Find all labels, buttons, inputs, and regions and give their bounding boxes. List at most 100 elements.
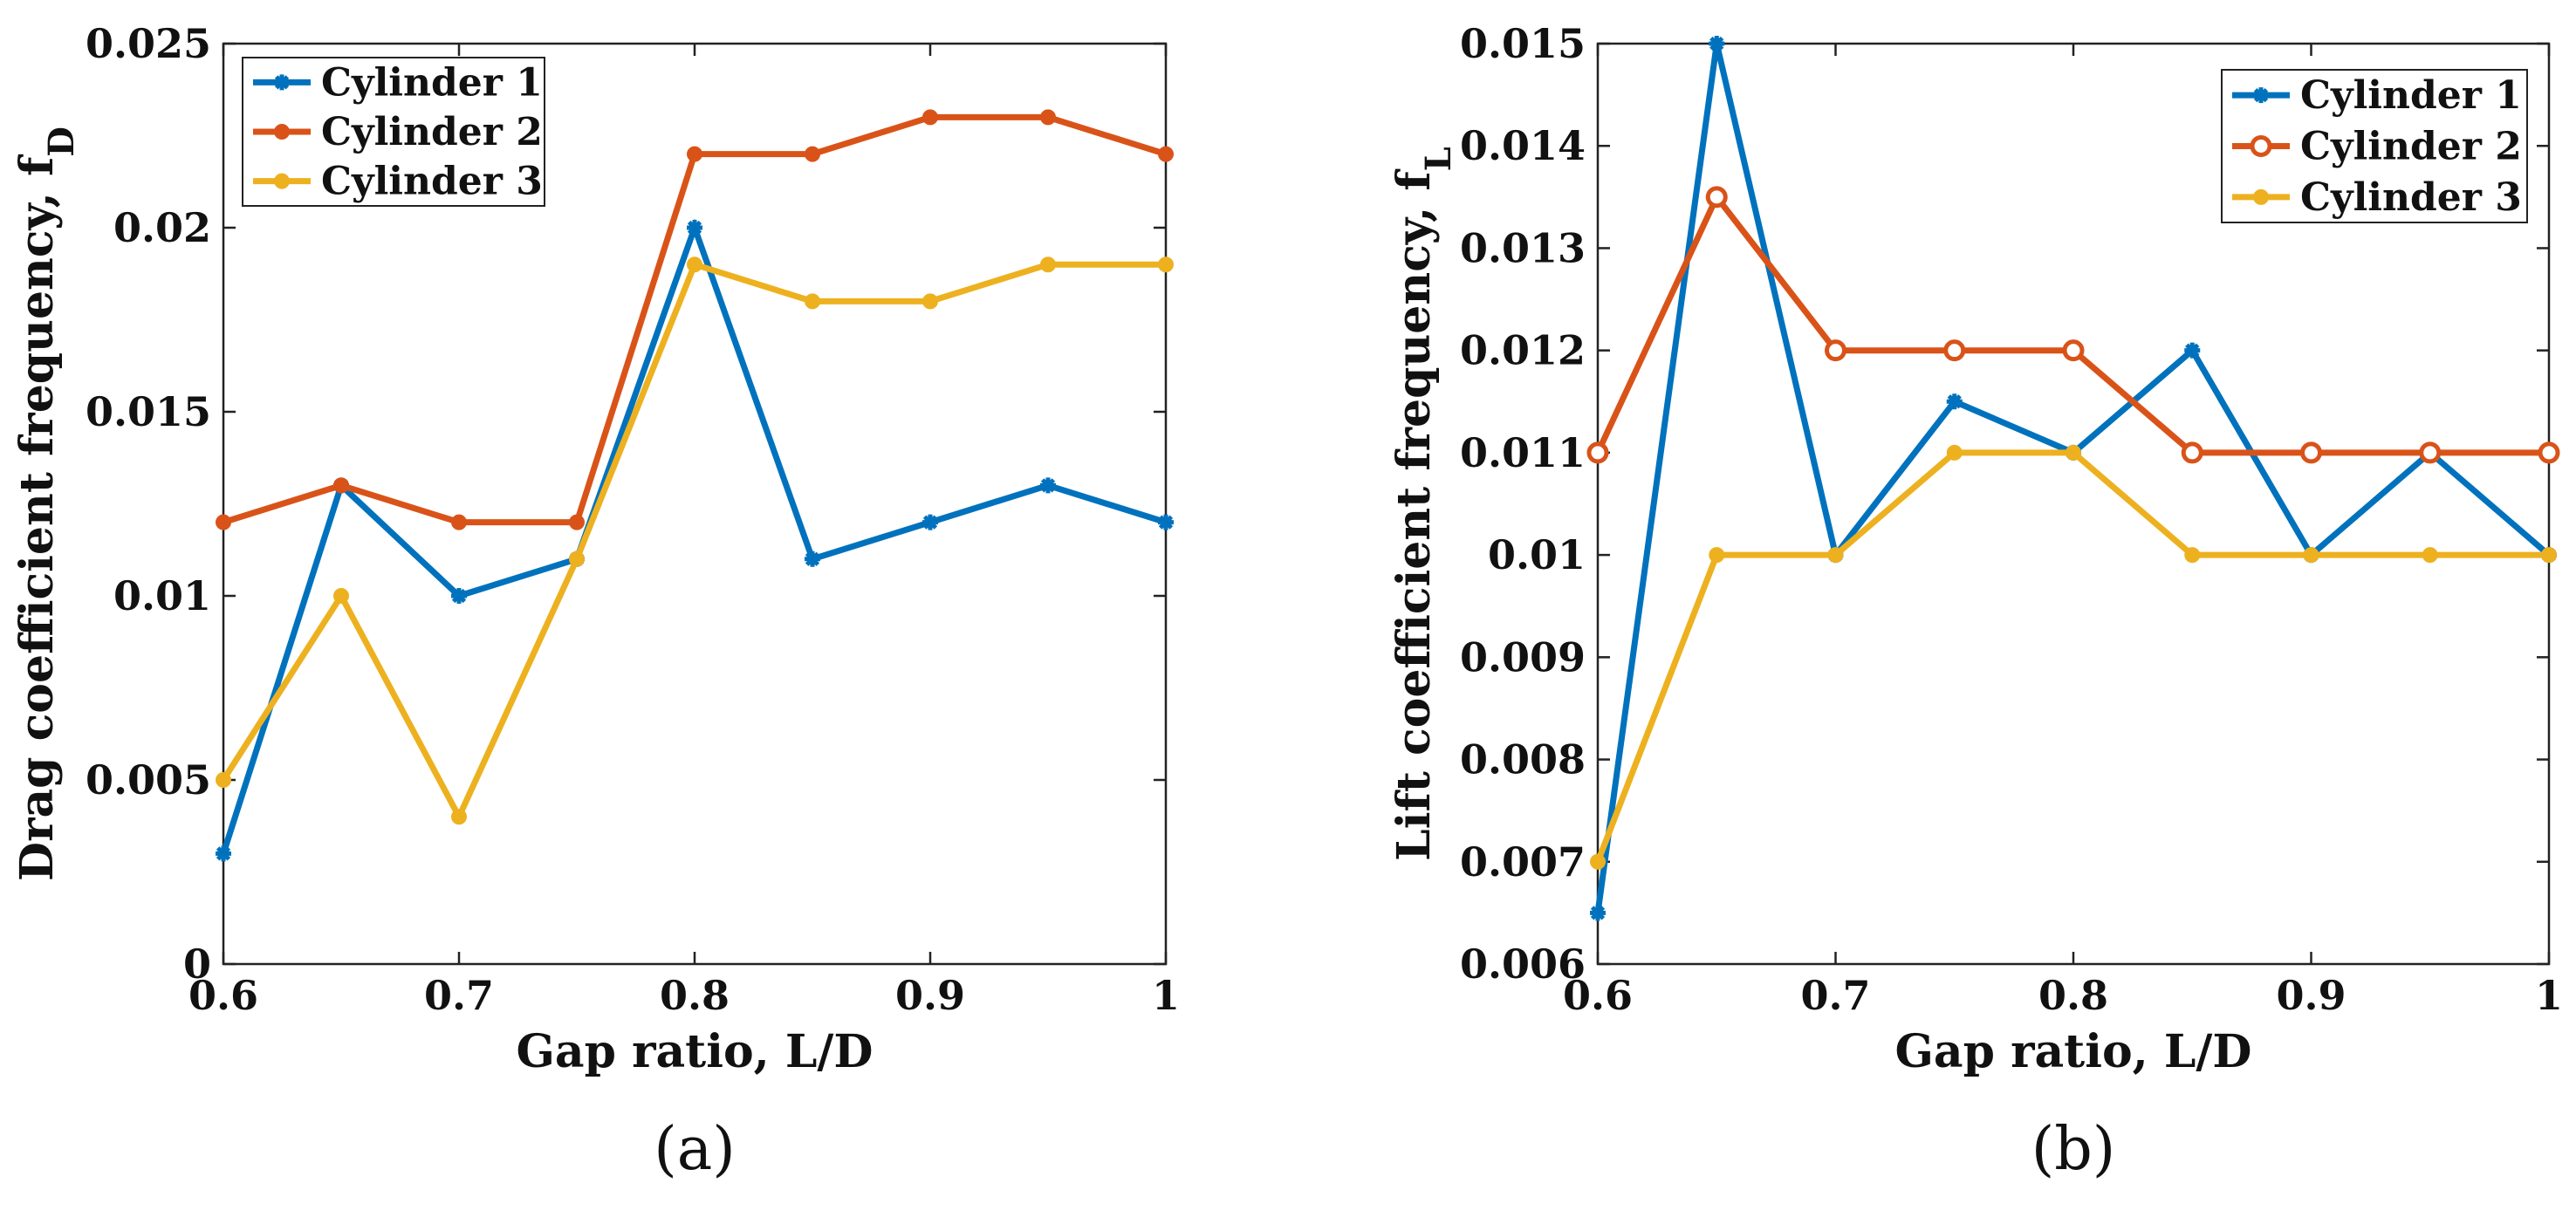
data-point-cylinder-2	[922, 109, 938, 126]
legend: Cylinder 1 Cylinder 2 Cylinder 3	[242, 57, 545, 207]
x-tick-label: 0.8	[660, 972, 730, 1019]
data-point-cylinder-3	[569, 551, 585, 567]
legend-label-cylinder-2: Cylinder 2	[2300, 125, 2522, 169]
y-tick-label: 0.01	[113, 572, 211, 619]
legend-marker-cylinder-1	[2253, 87, 2269, 104]
data-point-cylinder-2	[2300, 441, 2322, 464]
y-tick-label: 0.012	[1460, 327, 1586, 374]
x-tick-label: 1	[2535, 972, 2563, 1019]
legend: Cylinder 1 Cylinder 2 Cylinder 3	[2221, 69, 2528, 223]
x-axis-label: Gap ratio, L/D	[1895, 1025, 2252, 1078]
data-point-cylinder-3	[1590, 853, 1606, 870]
y-tick-label: 0.013	[1460, 224, 1586, 271]
data-point-cylinder-1	[1040, 477, 1056, 494]
legend-label-cylinder-2: Cylinder 2	[321, 110, 543, 154]
data-point-cylinder-2	[1943, 339, 1966, 362]
data-point-cylinder-1	[1590, 905, 1606, 921]
legend-marker-cylinder-2	[274, 124, 290, 140]
data-point-cylinder-3	[2541, 547, 2557, 564]
x-tick-label: 0.9	[2276, 972, 2346, 1019]
panel-a: 0.6 0.7 0.8 0.9 1 0 0.005 0.01 0.015 0.02 0.025 Gap…	[10, 20, 1180, 1184]
panel-label: (a)	[654, 1115, 736, 1184]
data-point-cylinder-2	[2062, 339, 2085, 362]
data-point-cylinder-2	[1825, 339, 1846, 362]
y-tick-label: 0.006	[1460, 940, 1586, 988]
data-point-cylinder-3	[1946, 444, 1963, 461]
data-point-cylinder-3	[2303, 547, 2319, 564]
data-point-cylinder-3	[216, 772, 231, 788]
y-tick-label: 0	[183, 940, 211, 988]
data-point-cylinder-3	[333, 588, 349, 604]
y-axis-label-subscript: D	[41, 127, 82, 157]
data-point-cylinder-3	[2422, 547, 2438, 564]
legend-label-cylinder-3: Cylinder 3	[2300, 175, 2522, 220]
data-point-cylinder-1	[805, 551, 820, 567]
series-line-cylinder-1	[220, 218, 1168, 855]
legend-marker-cylinder-3	[2253, 188, 2269, 205]
data-point-cylinder-3	[805, 293, 820, 310]
x-tick-label: 0.8	[2038, 972, 2108, 1019]
data-point-cylinder-2	[805, 146, 820, 162]
y-tick-label: 0.02	[113, 204, 211, 251]
y-tick-label: 0.009	[1460, 633, 1586, 680]
legend-marker-cylinder-2	[2250, 135, 2272, 157]
data-point-cylinder-3	[2184, 547, 2201, 564]
data-point-cylinder-1	[2184, 342, 2201, 359]
y-tick-label: 0.014	[1460, 122, 1586, 169]
y-tick-label: 0.01	[1488, 531, 1586, 578]
data-point-cylinder-2	[687, 146, 702, 162]
data-point-cylinder-3	[2066, 444, 2081, 461]
x-tick-label: 1	[1152, 972, 1180, 1019]
data-point-cylinder-2	[1040, 109, 1056, 126]
panel-label: (b)	[2031, 1115, 2116, 1184]
data-point-cylinder-1	[1709, 36, 1725, 51]
data-point-cylinder-3	[451, 809, 467, 825]
legend-label-cylinder-1: Cylinder 1	[2300, 73, 2522, 118]
data-point-cylinder-2	[333, 477, 349, 494]
series-line-cylinder-3	[221, 260, 1166, 824]
data-point-cylinder-2	[451, 514, 467, 530]
data-point-cylinder-2	[1705, 186, 1728, 209]
y-tick-label: 0.025	[86, 20, 211, 67]
data-point-cylinder-2	[2419, 441, 2442, 464]
data-point-cylinder-3	[687, 256, 702, 273]
x-tick-label: 0.9	[895, 972, 965, 1019]
y-tick-label: 0.015	[86, 388, 211, 435]
legend-marker-cylinder-1	[274, 74, 290, 91]
data-point-cylinder-2	[569, 514, 585, 530]
data-point-cylinder-3	[1158, 256, 1174, 273]
y-axis-label-subscript: L	[1418, 147, 1459, 171]
series-line-cylinder-3	[1594, 449, 2549, 864]
data-point-cylinder-1	[1946, 393, 1963, 410]
legend-label-cylinder-1: Cylinder 1	[321, 60, 543, 105]
data-point-cylinder-1	[216, 845, 231, 862]
x-tick-label: 0.6	[1563, 972, 1633, 1019]
data-point-cylinder-1	[922, 514, 938, 530]
y-tick-label: 0.007	[1460, 838, 1586, 886]
x-axis-label: Gap ratio, L/D	[517, 1025, 874, 1078]
y-tick-label: 0.015	[1460, 20, 1586, 67]
data-point-cylinder-2	[1586, 441, 1609, 464]
panel-b: 0.6 0.7 0.8 0.9 1 0.006 0.007 0.008 0.009 0.01 0.0…	[1387, 20, 2563, 1184]
data-point-cylinder-1	[687, 220, 702, 236]
data-point-cylinder-2	[1158, 146, 1174, 162]
series-line-cylinder-2	[1594, 191, 2549, 456]
data-point-cylinder-2	[2181, 441, 2203, 464]
legend-label-cylinder-3: Cylinder 3	[321, 160, 543, 204]
y-axis-label: Lift coefficient frequency, fL	[1387, 147, 1459, 861]
data-point-cylinder-3	[1709, 547, 1725, 564]
data-point-cylinder-3	[1040, 256, 1056, 273]
data-point-cylinder-1	[1158, 514, 1174, 530]
y-axis-label: Drag coefficient frequency, fD	[10, 127, 82, 881]
data-point-cylinder-3	[1827, 547, 1844, 564]
y-tick-label: 0.005	[86, 756, 211, 804]
x-tick-label: 0.6	[188, 972, 258, 1019]
x-tick-label: 0.7	[424, 972, 494, 1019]
data-point-cylinder-3	[922, 293, 938, 310]
y-tick-label: 0.011	[1460, 429, 1586, 476]
x-tick-label: 0.7	[1800, 972, 1870, 1019]
data-point-cylinder-2	[216, 514, 231, 530]
data-point-cylinder-1	[451, 588, 467, 604]
data-point-cylinder-2	[2538, 441, 2560, 464]
